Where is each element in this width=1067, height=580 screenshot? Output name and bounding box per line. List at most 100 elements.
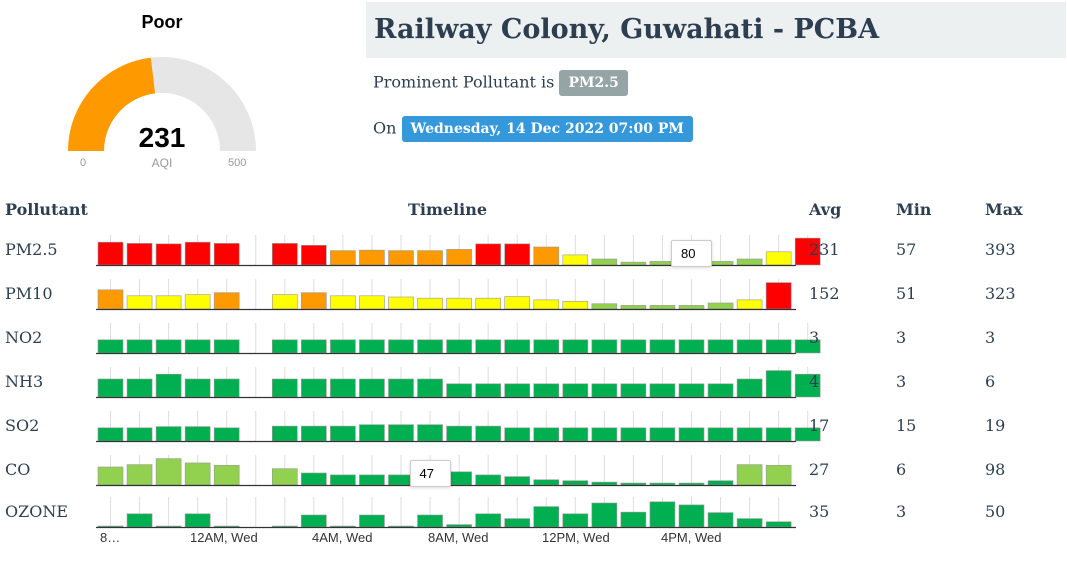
timeline-bar[interactable] [97, 378, 124, 398]
timeline-bar[interactable] [533, 246, 560, 266]
timeline-bar[interactable] [678, 504, 705, 528]
timeline-bar[interactable] [533, 427, 560, 442]
timeline-bar[interactable] [359, 378, 385, 398]
timeline-bar[interactable] [126, 378, 153, 398]
timeline-bar[interactable] [736, 427, 763, 442]
timeline-bar[interactable] [155, 373, 182, 398]
timeline-bar[interactable] [794, 373, 821, 398]
timeline-bar[interactable] [475, 339, 501, 354]
timeline-bar[interactable] [213, 292, 240, 310]
timeline-bar[interactable] [359, 295, 385, 310]
timeline-bar[interactable] [620, 339, 647, 354]
timeline-bar[interactable] [271, 378, 298, 398]
timeline-bar[interactable] [504, 427, 531, 442]
timeline-bar[interactable] [649, 427, 676, 442]
timeline-bar[interactable] [765, 427, 792, 442]
timeline-bar[interactable] [359, 424, 385, 442]
timeline-bar[interactable] [388, 296, 414, 310]
timeline-bar[interactable] [155, 458, 182, 486]
timeline-bar[interactable] [388, 424, 414, 442]
timeline-bar[interactable] [213, 243, 240, 266]
timeline-bar[interactable] [97, 466, 124, 486]
timeline-bar[interactable] [126, 295, 153, 310]
timeline-bar[interactable] [271, 425, 298, 442]
timeline-bar[interactable] [475, 383, 501, 398]
timeline-bar[interactable] [678, 383, 705, 398]
timeline-bar[interactable] [649, 305, 676, 310]
timeline-bar[interactable] [213, 525, 240, 528]
timeline-bar[interactable] [301, 378, 327, 398]
timeline-bar[interactable] [155, 426, 182, 442]
timeline-bar[interactable] [736, 378, 763, 398]
timeline-bar[interactable] [649, 383, 676, 398]
timeline-bar[interactable] [475, 425, 501, 442]
timeline-bar[interactable] [446, 339, 472, 354]
timeline-bar[interactable] [155, 243, 182, 266]
timeline-bar[interactable] [301, 339, 327, 354]
timeline-bar[interactable] [184, 339, 211, 354]
timeline-bar[interactable] [591, 481, 618, 486]
timeline-bar[interactable] [533, 383, 560, 398]
timeline-bar[interactable] [359, 514, 385, 528]
timeline-bar[interactable] [504, 476, 531, 486]
timeline-bar[interactable] [330, 250, 356, 266]
timeline-bar[interactable] [504, 518, 531, 528]
timeline-bar[interactable] [678, 482, 705, 486]
timeline-bar[interactable] [562, 254, 589, 266]
timeline-bar[interactable] [184, 294, 211, 310]
timeline-bar[interactable] [649, 501, 676, 528]
timeline-bar[interactable] [271, 468, 298, 486]
timeline-bar[interactable] [126, 427, 153, 442]
timeline-bar[interactable] [678, 305, 705, 310]
timeline-bar[interactable] [359, 249, 385, 266]
timeline-bar[interactable] [649, 482, 676, 486]
timeline-bar[interactable] [765, 251, 792, 266]
timeline-bar[interactable] [562, 301, 589, 310]
timeline-bar[interactable] [184, 241, 211, 266]
timeline-bar[interactable] [475, 243, 501, 266]
timeline-bar[interactable] [417, 424, 443, 442]
timeline-bar[interactable] [707, 302, 734, 310]
timeline-bar[interactable] [330, 339, 356, 354]
timeline-bar[interactable] [562, 339, 589, 354]
timeline-bar[interactable] [707, 383, 734, 398]
timeline-bar[interactable] [562, 480, 589, 486]
timeline-bar[interactable] [126, 513, 153, 528]
timeline-bar[interactable] [359, 474, 385, 486]
timeline-bar[interactable] [533, 506, 560, 528]
timeline-bar[interactable] [213, 465, 240, 486]
timeline-bar[interactable] [591, 258, 618, 266]
timeline-bar[interactable] [620, 305, 647, 310]
timeline-bar[interactable] [301, 245, 327, 266]
timeline-bar[interactable] [765, 282, 792, 310]
timeline-bar[interactable] [446, 524, 472, 528]
timeline-bar[interactable] [533, 299, 560, 310]
timeline-bar[interactable] [388, 525, 414, 528]
timeline-bar[interactable] [707, 480, 734, 486]
timeline-bar[interactable] [504, 339, 531, 354]
timeline-bar[interactable] [765, 521, 792, 528]
timeline-bar[interactable] [271, 339, 298, 354]
timeline-bar[interactable] [417, 339, 443, 354]
timeline-bar[interactable] [271, 243, 298, 266]
timeline-bar[interactable] [388, 339, 414, 354]
timeline-bar[interactable] [213, 339, 240, 354]
timeline-bar[interactable] [97, 427, 124, 442]
timeline-bar[interactable] [794, 427, 821, 442]
timeline-bar[interactable] [446, 297, 472, 310]
timeline-bar[interactable] [504, 383, 531, 398]
timeline-bar[interactable] [620, 511, 647, 528]
timeline-bar[interactable] [97, 241, 124, 266]
timeline-bar[interactable] [446, 425, 472, 442]
timeline-bar[interactable] [707, 427, 734, 442]
timeline-bar[interactable] [301, 425, 327, 442]
timeline-bar[interactable] [388, 378, 414, 398]
timeline-bar[interactable] [678, 339, 705, 354]
timeline-bar[interactable] [649, 339, 676, 354]
timeline-bar[interactable] [620, 427, 647, 442]
timeline-bar[interactable] [97, 339, 124, 354]
timeline-bar[interactable] [562, 513, 589, 528]
timeline-bar[interactable] [417, 378, 443, 398]
timeline-bar[interactable] [155, 295, 182, 310]
timeline-bar[interactable] [533, 339, 560, 354]
